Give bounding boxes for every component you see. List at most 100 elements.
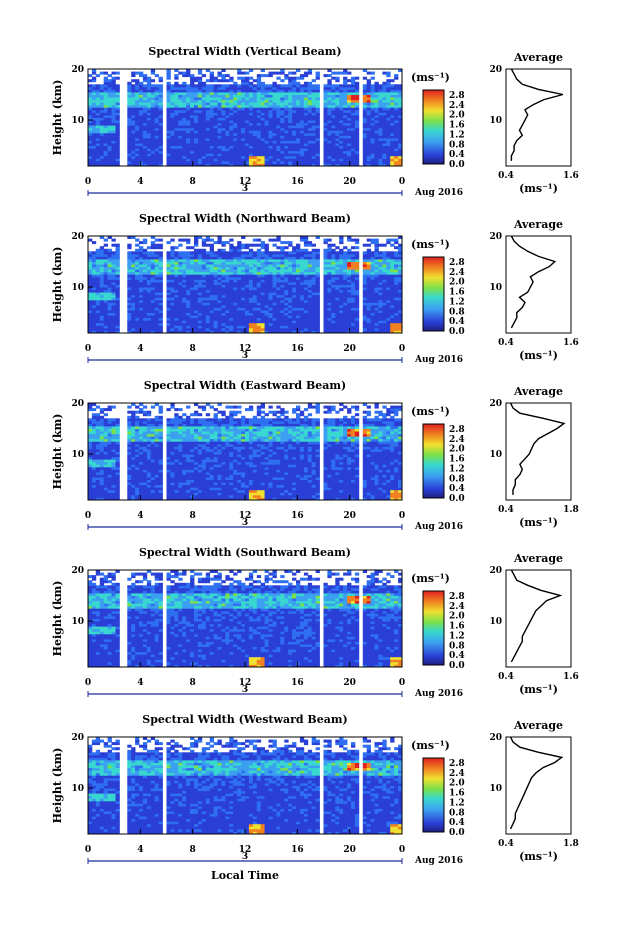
heatmap-cell xyxy=(398,125,403,129)
heatmap-cell xyxy=(209,284,214,288)
heatmap-cell xyxy=(280,143,285,146)
heatmap-cell xyxy=(327,287,332,291)
heatmap-cell xyxy=(88,294,93,298)
heatmap-cell xyxy=(303,317,309,321)
heatmap-cell xyxy=(107,322,112,326)
heatmap-cell xyxy=(362,287,368,291)
heatmap-cell xyxy=(299,330,305,334)
heatmap-cell xyxy=(268,274,273,278)
heatmap-cell xyxy=(139,271,144,275)
heatmap-cell xyxy=(221,132,226,136)
heatmap-cell xyxy=(315,148,320,152)
heatmap-cell xyxy=(311,158,316,162)
heatmap-cell xyxy=(88,253,93,257)
heatmap-cell xyxy=(362,158,368,162)
heatmap-cell xyxy=(213,259,218,262)
heatmap-cell xyxy=(351,246,356,250)
heatmap-cell xyxy=(174,315,179,319)
heatmap-cell xyxy=(135,127,140,131)
heatmap-cell xyxy=(178,256,183,260)
heatmap-cell xyxy=(205,158,211,162)
heatmap-cell xyxy=(256,269,262,273)
heatmap-cell xyxy=(221,84,226,88)
heatmap-cell xyxy=(205,127,211,131)
heatmap-cell xyxy=(288,276,293,280)
heatmap-cell xyxy=(225,281,230,285)
heatmap-cell xyxy=(186,153,191,157)
heatmap-cell xyxy=(213,112,218,116)
heatmap-cell xyxy=(288,287,293,291)
heatmap-cell xyxy=(264,310,269,313)
heatmap-cell xyxy=(174,112,179,116)
heatmap-cell xyxy=(209,271,214,275)
heatmap-cell xyxy=(252,122,258,126)
heatmap-cell xyxy=(237,284,242,288)
heatmap-cell xyxy=(201,117,207,121)
heatmap-cell xyxy=(146,251,152,255)
heatmap-cell xyxy=(127,299,132,303)
heatmap-cell xyxy=(127,94,132,98)
heatmap-cell xyxy=(256,84,262,88)
heatmap-cell xyxy=(307,135,313,139)
heatmap-cell xyxy=(174,284,179,288)
heatmap-cell xyxy=(221,287,226,291)
heatmap-cell xyxy=(233,304,238,308)
heatmap-cell xyxy=(213,274,218,278)
heatmap-cell xyxy=(111,317,116,321)
heatmap-cell xyxy=(307,160,313,164)
heatmap-cell xyxy=(303,155,309,159)
heatmap-cell xyxy=(174,127,179,131)
heatmap-cell xyxy=(88,107,93,111)
heatmap-cell xyxy=(339,122,344,126)
heatmap-cell xyxy=(139,120,144,124)
heatmap-cell xyxy=(241,158,246,162)
heatmap-cell xyxy=(245,117,250,121)
heatmap-cell xyxy=(174,304,179,308)
heatmap-cell xyxy=(135,284,140,288)
heatmap-cell xyxy=(95,125,101,129)
heatmap-cell xyxy=(95,302,101,306)
heatmap-cell xyxy=(276,112,281,116)
heatmap-cell xyxy=(366,325,371,329)
heatmap-cell xyxy=(99,327,105,331)
heatmap-cell xyxy=(280,320,285,324)
heatmap-cell xyxy=(182,81,187,85)
heatmap-cell xyxy=(362,69,368,72)
heatmap-cell xyxy=(107,292,112,296)
heatmap-cell xyxy=(307,112,313,116)
heatmap-cell xyxy=(272,153,277,157)
heatmap-cell xyxy=(194,261,199,265)
heatmap-cell xyxy=(115,320,120,324)
heatmap-cell xyxy=(174,246,179,250)
heatmap-cell xyxy=(256,140,262,144)
heatmap-cell xyxy=(268,122,273,126)
heatmap-cell xyxy=(201,163,207,167)
heatmap-cell xyxy=(91,155,97,159)
heatmap-cell xyxy=(209,92,214,95)
heatmap-cell xyxy=(233,158,238,162)
heatmap-cell xyxy=(103,253,108,257)
heatmap-cell xyxy=(170,322,175,326)
heatmap-cell xyxy=(88,86,93,90)
heatmap-cell xyxy=(158,148,163,152)
heatmap-cell xyxy=(347,127,352,131)
heatmap-cell xyxy=(382,102,387,106)
heatmap-cell xyxy=(131,79,136,83)
heatmap-cell xyxy=(205,125,211,129)
heatmap-cell xyxy=(351,327,356,331)
heatmap-cell xyxy=(268,310,273,313)
heatmap-cell xyxy=(174,155,179,159)
heatmap-cell xyxy=(103,243,108,247)
heatmap-cell xyxy=(95,315,101,319)
heatmap-cell xyxy=(370,289,375,293)
heatmap-cell xyxy=(307,130,313,134)
heatmap-cell xyxy=(354,302,360,306)
heatmap-cell xyxy=(182,320,187,324)
heatmap-cell xyxy=(111,130,116,134)
heatmap-cell xyxy=(335,266,340,270)
heatmap-cell xyxy=(241,132,246,136)
heatmap-cell xyxy=(241,155,246,159)
heatmap-cell xyxy=(131,102,136,106)
heatmap-cell xyxy=(386,135,391,139)
heatmap-cell xyxy=(225,251,230,255)
